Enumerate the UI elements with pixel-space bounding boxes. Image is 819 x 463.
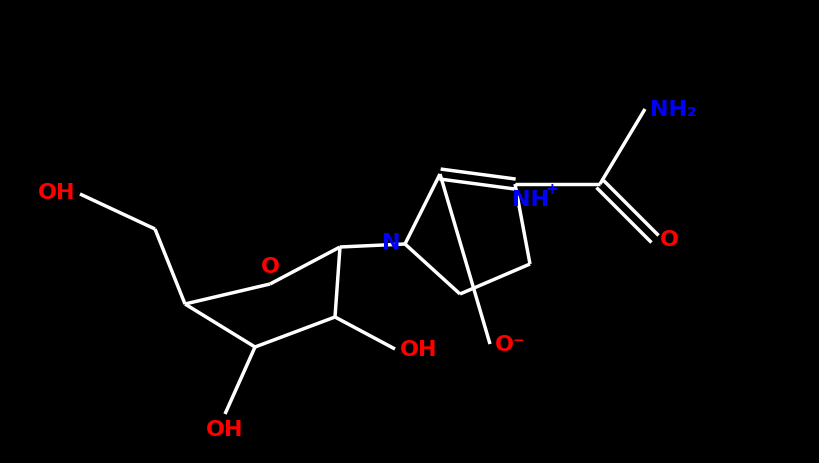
Text: N: N — [382, 232, 400, 252]
Text: NH₂: NH₂ — [650, 100, 697, 120]
Text: OH: OH — [38, 182, 75, 203]
Text: O: O — [260, 257, 279, 276]
Text: OH: OH — [400, 339, 437, 359]
Text: O⁻: O⁻ — [495, 334, 526, 354]
Text: O: O — [660, 230, 679, 250]
Text: +: + — [545, 182, 559, 197]
Text: NH: NH — [512, 189, 549, 210]
Text: OH: OH — [206, 419, 244, 439]
